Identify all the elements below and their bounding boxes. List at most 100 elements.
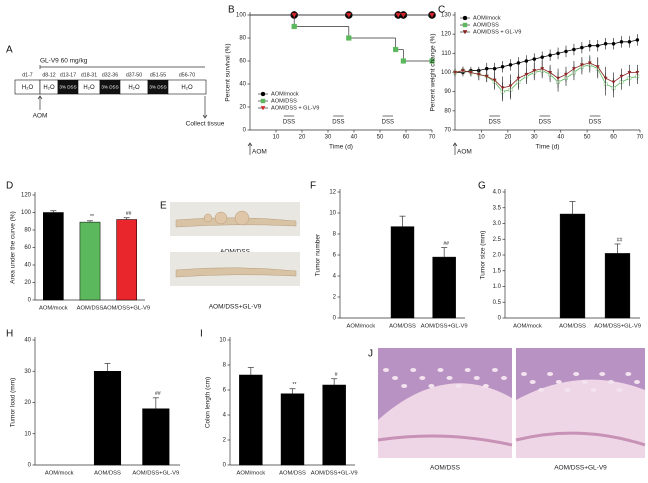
crypt: [547, 372, 554, 376]
point: [611, 80, 616, 85]
x-axis-label: Time (d): [536, 144, 560, 151]
y-tick-label: 1.5: [493, 268, 502, 274]
period-label: H₂O: [22, 85, 34, 91]
point: [595, 43, 600, 48]
dss-label: DSS: [332, 120, 344, 126]
y-tick-label: 8: [223, 363, 227, 369]
point: [532, 57, 537, 61]
y-tick-label: 6: [223, 388, 227, 394]
point: [524, 59, 529, 63]
x-tick-label: 60: [610, 135, 617, 141]
crypt: [392, 376, 399, 380]
y-tick-label: 60: [239, 59, 246, 65]
y-tick-label: 10: [219, 338, 226, 344]
period-label: 3% DSS: [149, 85, 166, 90]
treatment-label: GL-V9 60 mg/kg: [40, 58, 88, 65]
x-tick-label: AOM/DSS+GL-V9: [311, 471, 358, 477]
submucosa: [377, 434, 513, 447]
y-tick-label: 12: [329, 190, 336, 196]
mucosa: [516, 348, 645, 400]
arrow-head: [452, 142, 458, 147]
significance: ##: [155, 391, 161, 397]
x-tick-label: AOM/mock: [346, 324, 375, 330]
x-tick-label: AOM/mock: [39, 306, 68, 312]
crypt: [383, 368, 389, 372]
bar: [322, 384, 346, 466]
point: [579, 63, 584, 67]
tumor: [203, 213, 213, 223]
bar: [43, 212, 64, 301]
period-days: d18-31: [81, 72, 97, 78]
point: [291, 23, 297, 30]
point: [619, 74, 624, 79]
y-tick-label: 3.0: [493, 221, 502, 227]
y-tick-label: 20: [24, 280, 31, 286]
legend-marker: [260, 106, 266, 111]
point: [595, 65, 600, 69]
y-tick-label: 2: [333, 295, 337, 301]
point: [619, 40, 624, 44]
y-tick-label: 100: [236, 13, 247, 19]
point: [395, 12, 401, 18]
y-tick-label: 10: [24, 431, 31, 437]
period-label: H₂O: [43, 85, 55, 91]
crypt: [529, 380, 536, 384]
crypt: [419, 376, 426, 380]
y-tick-label: 100: [21, 210, 32, 216]
x-axis-label: Time (d): [329, 144, 353, 151]
crypt: [573, 372, 580, 376]
y-tick-label: 0: [333, 316, 337, 322]
y-tick-label: 0.5: [493, 300, 502, 306]
y-tick-label: 90: [444, 89, 451, 95]
y-tick-label: 0: [498, 316, 502, 322]
x-tick-label: 50: [377, 135, 384, 141]
y-axis-label: Colon length (cm): [205, 377, 212, 428]
bar: [116, 219, 138, 301]
y-tick-label: 70: [444, 128, 451, 134]
legend-marker: [260, 98, 266, 104]
period-days: d37-50: [126, 72, 142, 78]
crypt: [555, 380, 562, 384]
legend-marker: [260, 91, 266, 97]
point: [500, 86, 505, 90]
y-tick-label: 4: [333, 274, 337, 280]
bar: [280, 393, 305, 466]
point: [627, 71, 632, 75]
tumor: [214, 211, 228, 225]
crypt: [491, 368, 498, 372]
x-tick-label: 20: [299, 135, 306, 141]
period-days: d13-17: [60, 72, 76, 78]
start-label: AOM: [252, 149, 267, 156]
significance: ##: [617, 237, 623, 243]
point: [571, 67, 576, 71]
crypt: [464, 368, 471, 372]
x-tick-label: AOM/DSS+GL-V9: [594, 324, 641, 330]
x-tick-label: AOM/DSS: [389, 324, 416, 330]
point: [492, 66, 497, 71]
legend-marker: [462, 15, 468, 21]
arrow-head: [202, 114, 208, 119]
period-days: d56-70: [179, 72, 195, 78]
y-tick-label: 1.0: [493, 284, 502, 290]
y-tick-label: 40: [24, 263, 31, 269]
x-tick-label: AOM/DSS+GL-V9: [132, 471, 179, 477]
crypt: [501, 376, 507, 380]
y-tick-label: 80: [239, 36, 246, 42]
y-axis-label: Tumor number: [315, 233, 322, 276]
point: [393, 46, 399, 53]
point: [603, 76, 608, 81]
panel-letter: J: [368, 349, 373, 360]
point: [291, 12, 297, 18]
x-tick-label: 30: [531, 135, 538, 141]
period-label: H₂O: [83, 85, 95, 91]
significance: **: [293, 382, 297, 388]
tumor: [234, 210, 250, 226]
legend-label: AOM/DSS: [473, 22, 499, 28]
point: [564, 72, 568, 77]
panel-letter: C: [438, 5, 445, 16]
y-axis-label: Tumor load (mm): [10, 378, 17, 428]
dss-label: DSS: [283, 120, 295, 126]
crypt: [564, 388, 571, 392]
dss-label: DSS: [539, 120, 551, 126]
x-tick-label: 20: [505, 135, 512, 141]
